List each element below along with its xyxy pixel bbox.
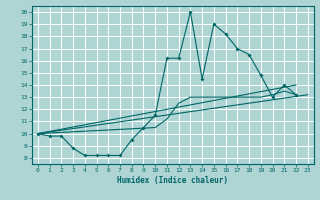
X-axis label: Humidex (Indice chaleur): Humidex (Indice chaleur) <box>117 176 228 185</box>
